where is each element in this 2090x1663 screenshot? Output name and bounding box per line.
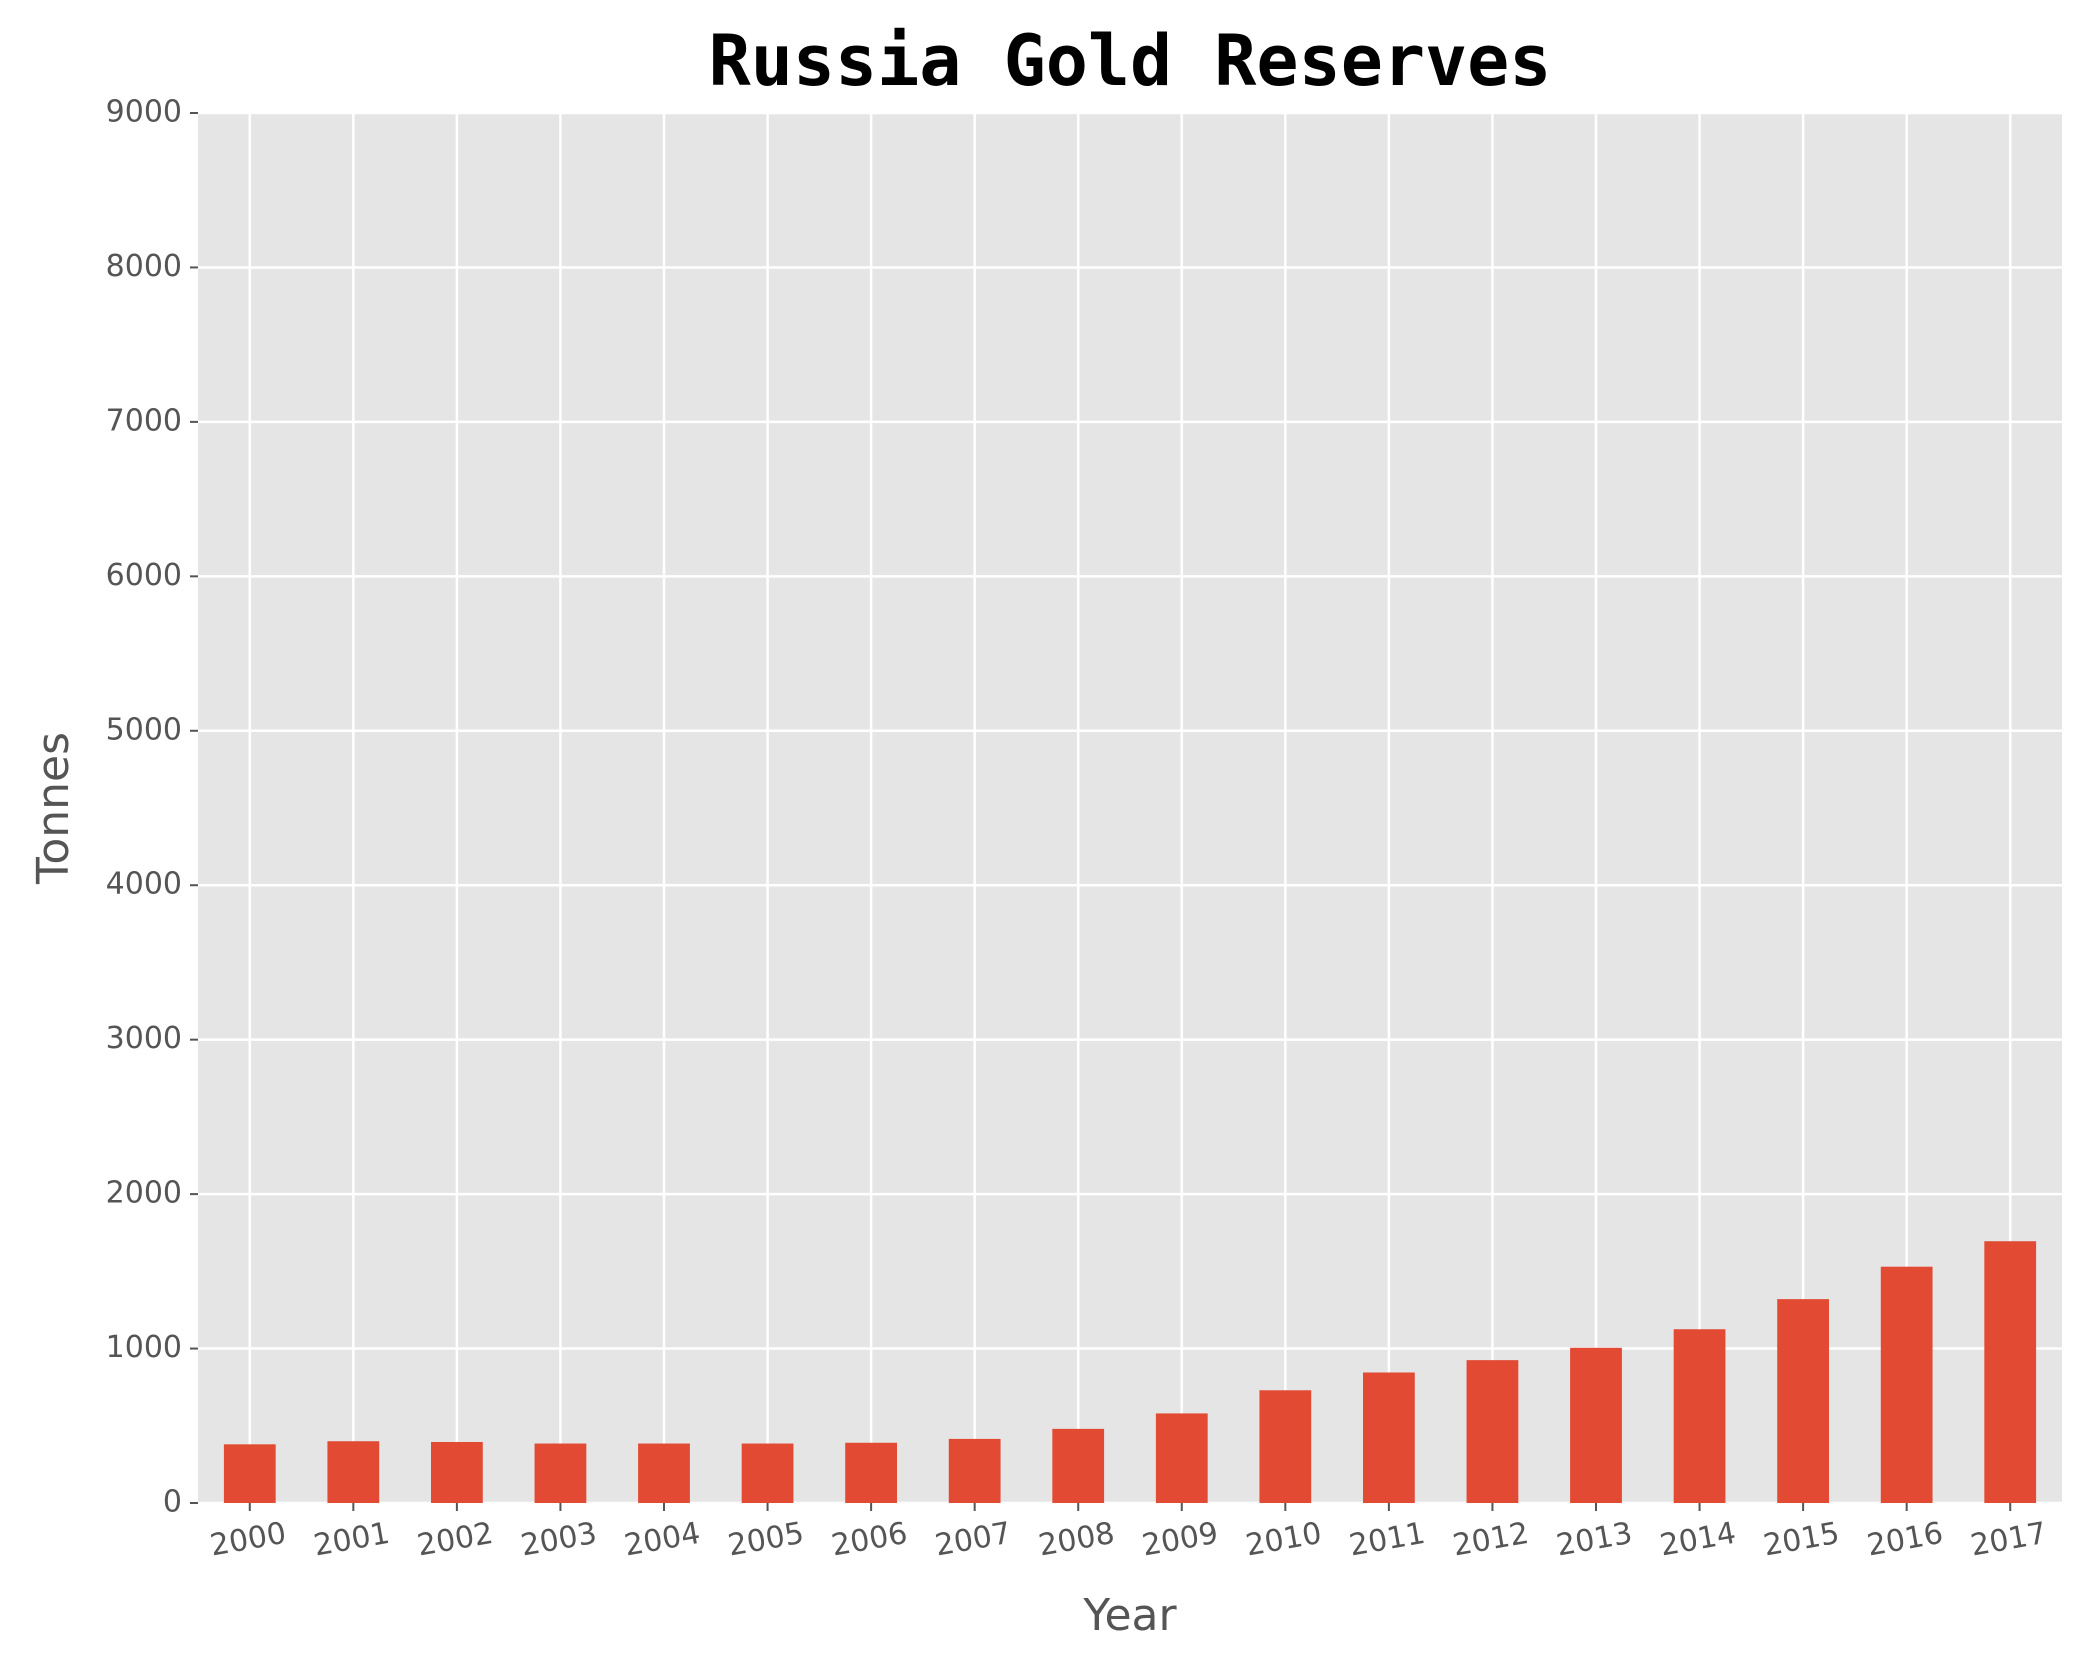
bar-2009 bbox=[1155, 1413, 1208, 1503]
y-tick-label: 5000 bbox=[106, 712, 182, 747]
x-tick-label: 2011 bbox=[1347, 1516, 1428, 1564]
y-tick-label: 7000 bbox=[106, 403, 182, 438]
x-tick-label: 2014 bbox=[1657, 1516, 1738, 1564]
x-tick-label: 2000 bbox=[207, 1516, 288, 1564]
bar-2006 bbox=[845, 1442, 897, 1503]
bar-2005 bbox=[741, 1443, 794, 1503]
x-axis-label: Year bbox=[1082, 1590, 1177, 1641]
x-tick-label: 2007 bbox=[932, 1516, 1013, 1564]
y-tick-label: 3000 bbox=[106, 1021, 182, 1056]
bar-2008 bbox=[1052, 1428, 1105, 1503]
y-axis-label: Tonnes bbox=[28, 732, 79, 885]
bar-2004 bbox=[638, 1443, 690, 1503]
grid-lines bbox=[198, 111, 2062, 1505]
bar-2016 bbox=[1880, 1266, 1933, 1503]
y-tick-label: 4000 bbox=[106, 867, 182, 902]
y-tick-label: 8000 bbox=[106, 249, 182, 284]
x-tick-label: 2004 bbox=[622, 1516, 703, 1564]
x-tick-label: 2003 bbox=[518, 1516, 599, 1564]
plot-area bbox=[198, 113, 2062, 1503]
x-tick-label: 2010 bbox=[1243, 1516, 1324, 1564]
bar-2015 bbox=[1777, 1299, 1829, 1503]
bar-2013 bbox=[1570, 1347, 1622, 1503]
x-tick-label: 2006 bbox=[829, 1516, 910, 1564]
bar-2012 bbox=[1466, 1360, 1519, 1503]
x-axis-ticks: 2000 2001 2002 2003 2004 2005 2006 2007 2008 2009… bbox=[207, 1503, 2049, 1564]
bar-2010 bbox=[1259, 1390, 1312, 1503]
chart-title: Russia Gold Reserves bbox=[709, 20, 1552, 102]
x-tick-label: 2005 bbox=[725, 1516, 806, 1564]
bar-2007 bbox=[948, 1438, 1001, 1503]
bar-2000 bbox=[223, 1444, 276, 1503]
bar-2014 bbox=[1673, 1329, 1726, 1503]
y-tick-label: 9000 bbox=[106, 95, 182, 130]
y-tick-label: 6000 bbox=[106, 558, 182, 593]
x-tick-label: 2012 bbox=[1450, 1516, 1531, 1564]
x-tick-label: 2002 bbox=[415, 1516, 496, 1564]
x-tick-label: 2001 bbox=[311, 1516, 392, 1564]
x-tick-label: 2016 bbox=[1864, 1516, 1945, 1564]
y-tick-label: 1000 bbox=[106, 1330, 182, 1365]
bars bbox=[223, 1241, 2037, 1503]
x-tick-label: 2015 bbox=[1761, 1516, 1842, 1564]
bar-2002 bbox=[431, 1441, 483, 1503]
bar-2003 bbox=[534, 1443, 587, 1503]
y-tick-label: 0 bbox=[163, 1485, 182, 1520]
x-tick-label: 2008 bbox=[1036, 1516, 1117, 1564]
y-axis-ticks: 0 1000 2000 3000 4000 5000 6000 7000 8000 9000 bbox=[106, 95, 198, 1520]
y-tick-label: 2000 bbox=[106, 1176, 182, 1211]
bar-2001 bbox=[327, 1441, 380, 1503]
bar-2017 bbox=[1984, 1241, 2037, 1503]
x-tick-label: 2017 bbox=[1968, 1516, 2049, 1564]
bar-2011 bbox=[1363, 1372, 1415, 1503]
x-tick-label: 2013 bbox=[1554, 1516, 1635, 1564]
x-tick-label: 2009 bbox=[1139, 1516, 1220, 1564]
